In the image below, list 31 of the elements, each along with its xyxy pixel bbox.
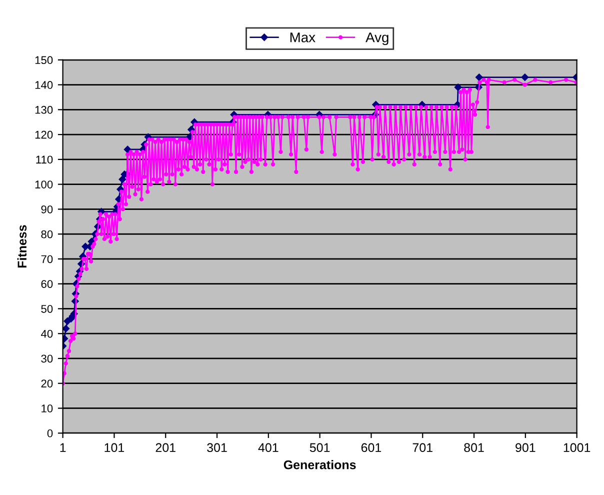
x-tick-label: 1 xyxy=(60,443,66,452)
x-tick-label: 1001 xyxy=(564,443,590,452)
x-axis-title: Generations xyxy=(284,460,356,470)
y-tick-label: 20 xyxy=(41,380,53,388)
y-tick-label: 130 xyxy=(35,106,53,114)
x-tick-label: 401 xyxy=(258,443,278,452)
x-tick-label: 501 xyxy=(310,443,330,452)
x-tick-label: 801 xyxy=(464,443,484,452)
y-tick-label: 150 xyxy=(35,56,53,64)
legend-label: Max xyxy=(290,32,316,42)
y-tick-label: 120 xyxy=(35,130,53,139)
y-tick-label: 100 xyxy=(35,180,53,188)
x-tick-label: 101 xyxy=(104,443,124,452)
x-tick-label: 301 xyxy=(207,443,227,452)
y-tick-label: 0 xyxy=(47,429,53,438)
y-tick-label: 110 xyxy=(36,156,53,164)
y-tick-label: 90 xyxy=(41,205,53,214)
x-tick-label: 701 xyxy=(412,443,432,452)
y-tick-label: 140 xyxy=(35,81,53,89)
y-tick-label: 50 xyxy=(41,304,53,313)
y-axis-title: Fitness xyxy=(17,225,27,268)
y-tick-label: 60 xyxy=(41,280,53,288)
y-tick-label: 30 xyxy=(41,354,53,363)
legend-label: Avg xyxy=(366,32,388,46)
x-tick-label: 601 xyxy=(361,443,382,452)
y-tick-label: 10 xyxy=(42,404,53,412)
y-tick-label: 40 xyxy=(40,330,53,338)
x-tick-label: 901 xyxy=(516,443,536,452)
y-tick-label: 70 xyxy=(41,255,53,264)
x-tick-label: 201 xyxy=(156,443,176,452)
y-tick-label: 80 xyxy=(41,230,53,238)
